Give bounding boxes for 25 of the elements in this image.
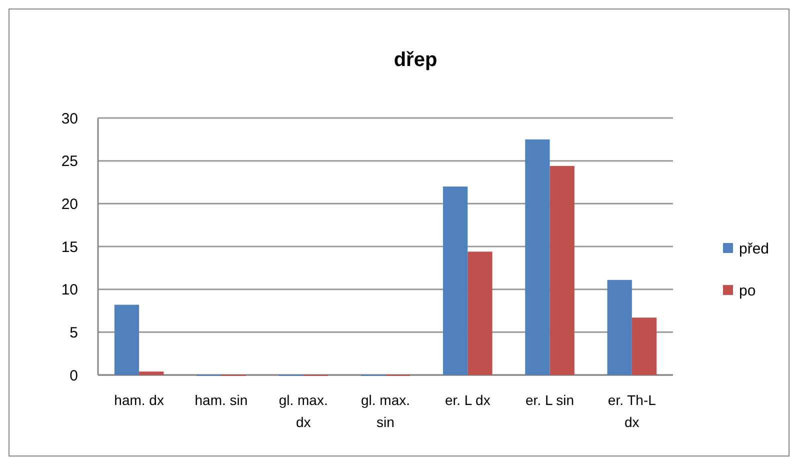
x-tick-label: er. L sin (526, 392, 574, 408)
y-tick-label: 5 (70, 324, 78, 342)
bar (525, 139, 550, 375)
y-tick-label: 0 (70, 367, 78, 384)
y-tick-label: 15 (61, 238, 78, 256)
bar (443, 186, 468, 375)
bar (114, 304, 140, 375)
bar (139, 372, 164, 375)
x-tick-label: ham. sin (194, 392, 248, 408)
bar (607, 280, 632, 375)
x-tick-label: ham. dx (114, 392, 164, 408)
y-tick-label: 25 (61, 153, 78, 170)
legend-label: před (739, 240, 770, 258)
chart-title: dřep (394, 49, 438, 71)
legend-label: po (739, 282, 756, 300)
bar (632, 318, 657, 375)
x-tick-label: er. Th-L dx (608, 392, 656, 430)
bar (550, 166, 574, 375)
x-tick-label: gl. max. sin (360, 392, 410, 430)
x-tick-label: er. L dx (444, 392, 490, 408)
bar (468, 252, 492, 375)
y-tick-label: 20 (61, 196, 78, 213)
x-tick-label: gl. max. dx (278, 392, 328, 430)
y-tick-label: 30 (61, 110, 78, 128)
y-tick-label: 10 (61, 282, 78, 299)
